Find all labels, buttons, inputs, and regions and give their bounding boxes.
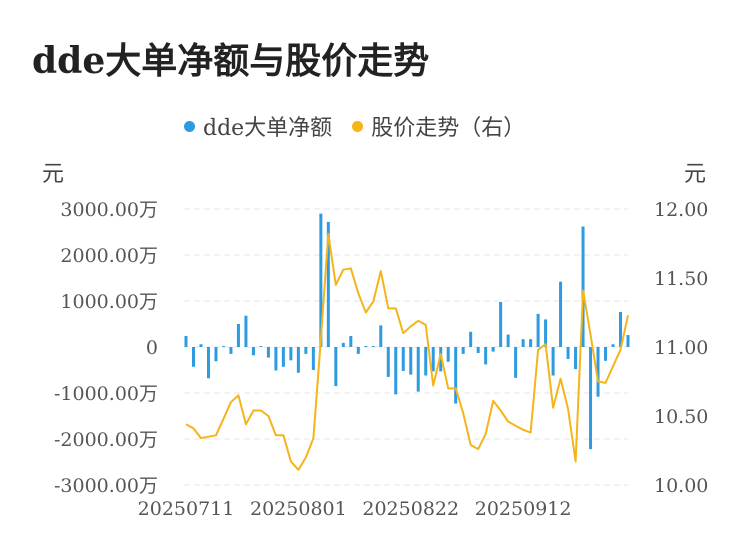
dde-bar (394, 347, 398, 395)
y-left-tick-label: -1000.00万 (54, 383, 158, 405)
x-axis: 20250711 20250801 20250822 20250912 (138, 498, 572, 520)
dde-bar (349, 335, 353, 347)
dde-bar (244, 315, 248, 347)
dde-bar (611, 344, 615, 347)
chart-title: dde大单净额与股价走势 (32, 40, 430, 82)
dde-bar (514, 347, 518, 378)
dde-bar (364, 346, 368, 348)
dde-bar (431, 347, 435, 372)
dde-bar (506, 334, 510, 347)
dde-bar (199, 344, 203, 347)
dde-bar (439, 347, 443, 372)
dde-bar (469, 331, 473, 347)
dde-bar (566, 347, 570, 359)
dde-bar (626, 335, 630, 347)
dde-bar (446, 347, 450, 362)
dde-bar (484, 347, 488, 365)
legend-label-dde: dde大单净额 (203, 116, 333, 141)
dde-bars (184, 213, 630, 450)
y-left-tick-label: 1000.00万 (60, 291, 158, 313)
dde-bar (274, 347, 278, 371)
y-left-tick-label: 2000.00万 (60, 245, 158, 267)
dde-bar (184, 335, 188, 347)
dde-bar (191, 347, 195, 367)
dde-bar (319, 213, 323, 347)
y-left-tick-label: -3000.00万 (54, 475, 158, 497)
dde-bar (424, 347, 428, 376)
dde-bar (206, 347, 210, 379)
left-axis-unit: 元 (42, 162, 65, 187)
y-left-tick-label: 3000.00万 (60, 199, 158, 221)
y-right-tick-label: 11.50 (654, 268, 708, 290)
dde-bar (416, 347, 420, 392)
x-tick-label: 20250822 (362, 498, 459, 520)
legend-label-price: 股价走势（右） (371, 116, 526, 141)
y-right-tick-label: 10.00 (654, 475, 708, 497)
left-axis: 3000.00万 2000.00万 1000.00万 0 -1000.00万 -2000.… (54, 199, 158, 497)
grid-lines (184, 208, 628, 486)
dde-bar (296, 347, 300, 373)
dde-bar (574, 347, 578, 370)
price-line (185, 232, 629, 471)
dde-bar (499, 301, 503, 347)
dde-bar (544, 319, 548, 347)
x-tick-label: 20250801 (250, 498, 347, 520)
dde-bar (409, 347, 413, 375)
dde-bar (221, 346, 225, 348)
right-axis: 12.00 11.50 11.00 10.50 10.00 (654, 199, 708, 497)
dde-bar (401, 347, 405, 371)
dde-bar (476, 347, 480, 353)
dde-bar (341, 342, 345, 347)
dde-bar (386, 347, 390, 377)
dde-bar (289, 347, 293, 361)
x-tick-label: 20250912 (475, 498, 572, 520)
dde-bar (304, 347, 308, 354)
dde-bar (371, 346, 375, 348)
dde-bar (281, 347, 285, 367)
dde-bar (214, 347, 218, 362)
dde-bar (454, 347, 458, 404)
dde-bar (326, 221, 330, 347)
dde-bar (251, 347, 255, 356)
dde-bar (596, 347, 600, 397)
dde-bar (529, 339, 533, 347)
price-line-layer (185, 232, 629, 471)
legend-dot-price (352, 120, 364, 132)
dde-bar (356, 347, 360, 354)
y-left-tick-label: -2000.00万 (54, 429, 158, 451)
dde-bar (536, 313, 540, 347)
dde-bar (619, 312, 623, 347)
y-right-tick-label: 10.50 (654, 406, 708, 428)
legend-item-dde[interactable]: dde大单净额 (184, 110, 332, 142)
dde-bar (311, 347, 315, 370)
y-left-tick-label: 0 (146, 337, 158, 359)
right-axis-unit: 元 (684, 162, 707, 187)
dde-bar (236, 324, 240, 347)
legend-item-price[interactable]: 股价走势（右） (352, 110, 525, 142)
dde-bar (559, 281, 563, 347)
y-right-tick-label: 12.00 (654, 199, 708, 221)
dde-bar (334, 347, 338, 387)
dde-bar (259, 346, 263, 348)
x-tick-label: 20250711 (138, 498, 235, 520)
dde-bar (266, 347, 270, 358)
dde-bar (589, 347, 593, 450)
dde-bar (461, 347, 465, 354)
dde-bar (521, 339, 525, 347)
dde-bar (491, 347, 495, 352)
dde-bar (229, 347, 233, 354)
dde-bar (551, 347, 555, 376)
chart-legend: dde大单净额 股价走势（右） (184, 110, 545, 142)
dde-bar (581, 226, 585, 347)
y-right-tick-label: 11.00 (654, 337, 708, 359)
legend-dot-dde (184, 120, 195, 132)
dde-bar (379, 325, 383, 347)
dde-bar (604, 347, 608, 361)
